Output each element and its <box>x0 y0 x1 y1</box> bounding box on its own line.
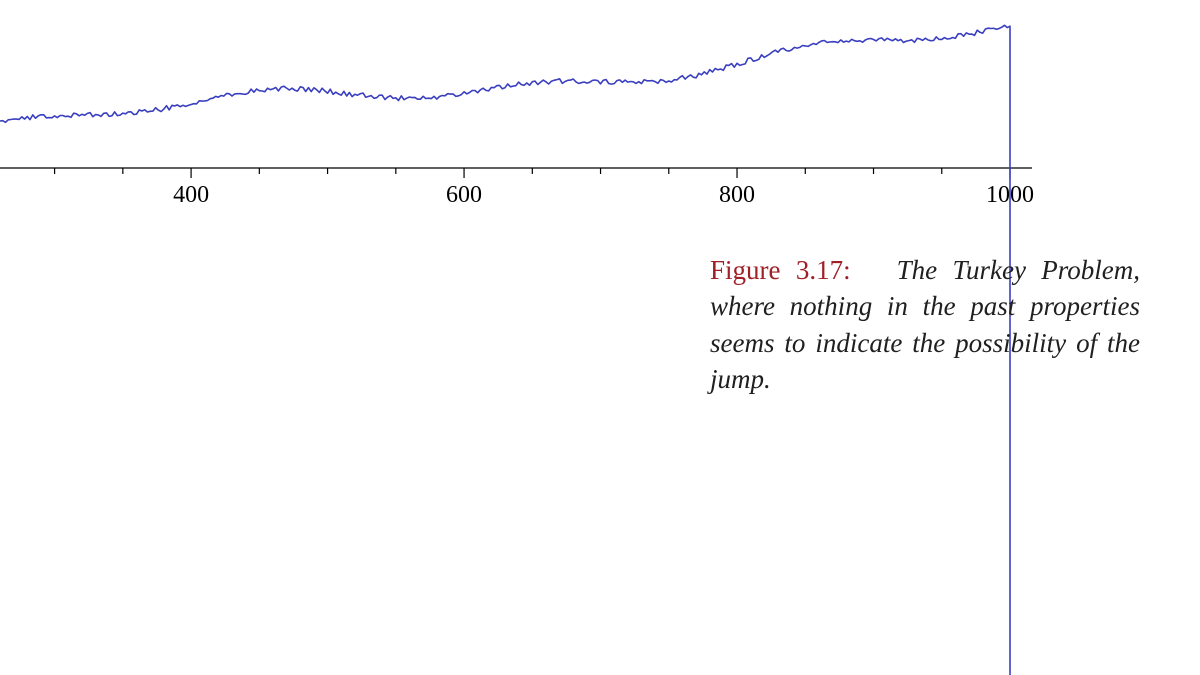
caption-space <box>866 255 897 285</box>
x-tick-label: 800 <box>719 182 755 208</box>
caption-label: Figure 3.17: <box>710 255 851 285</box>
page: 4006008001000 Figure 3.17: The Turkey Pr… <box>0 0 1200 675</box>
x-tick-label: 400 <box>173 182 209 208</box>
figure-caption: Figure 3.17: The Turkey Problem, where n… <box>710 252 1140 398</box>
x-tick-label: 600 <box>446 182 482 208</box>
